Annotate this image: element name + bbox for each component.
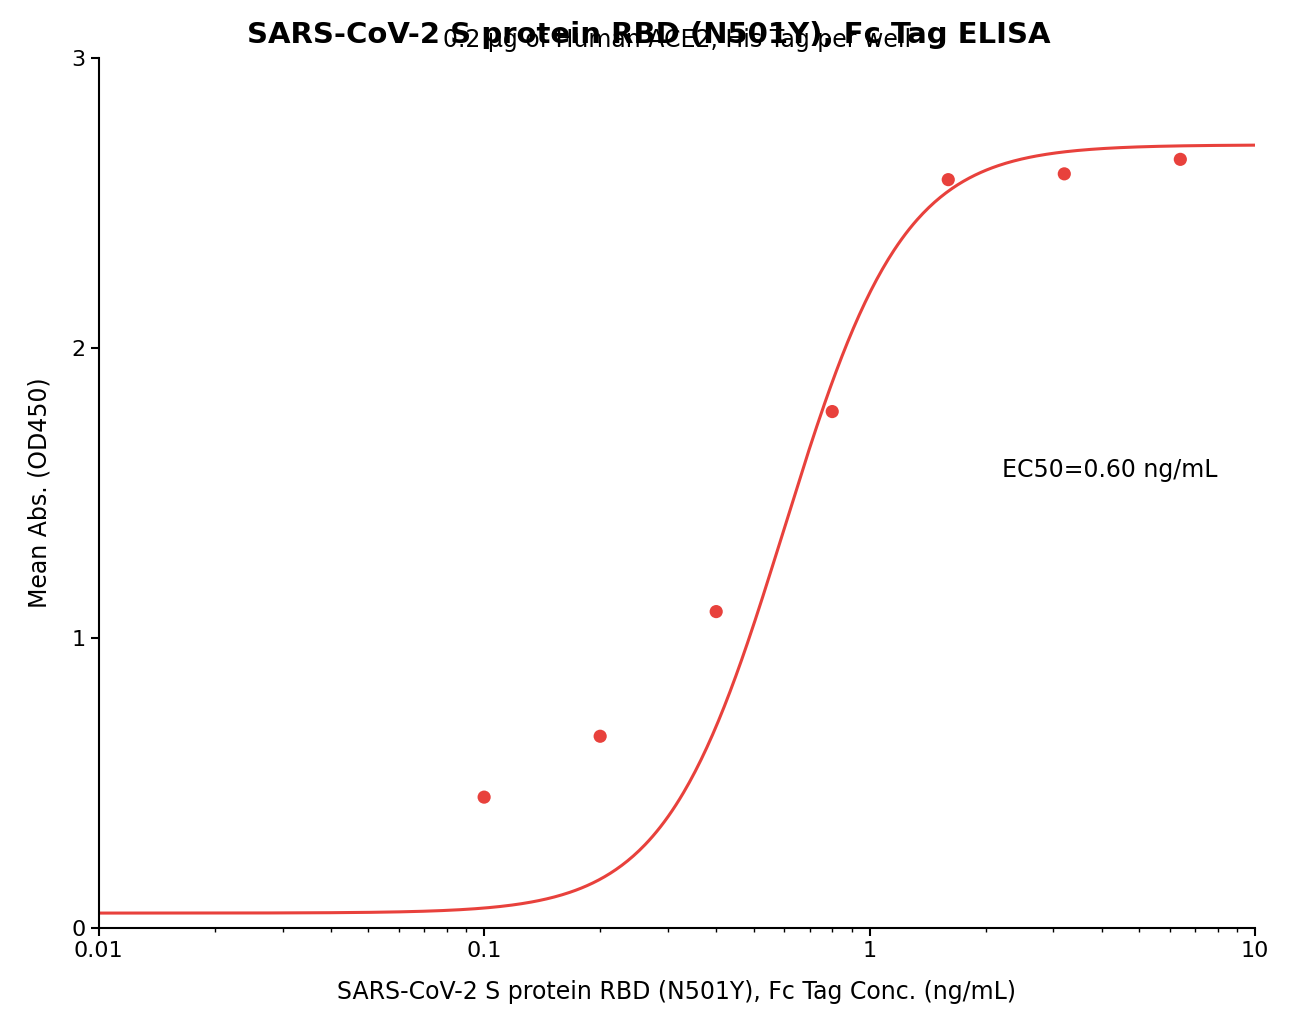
Point bbox=[590, 728, 611, 744]
Point bbox=[822, 404, 843, 420]
Point bbox=[1170, 151, 1191, 167]
Point bbox=[938, 171, 958, 188]
Point bbox=[473, 788, 494, 805]
Text: EC50=0.60 ng/mL: EC50=0.60 ng/mL bbox=[1001, 457, 1217, 482]
Title: 0.2 μg of Human ACE2, His Tag per well: 0.2 μg of Human ACE2, His Tag per well bbox=[442, 28, 910, 52]
Point bbox=[1054, 165, 1075, 182]
Text: SARS-CoV-2 S protein RBD (N501Y), Fc Tag ELISA: SARS-CoV-2 S protein RBD (N501Y), Fc Tag… bbox=[246, 21, 1051, 49]
Point bbox=[706, 604, 726, 620]
Y-axis label: Mean Abs. (OD450): Mean Abs. (OD450) bbox=[27, 378, 52, 608]
X-axis label: SARS-CoV-2 S protein RBD (N501Y), Fc Tag Conc. (ng/mL): SARS-CoV-2 S protein RBD (N501Y), Fc Tag… bbox=[337, 980, 1017, 1004]
